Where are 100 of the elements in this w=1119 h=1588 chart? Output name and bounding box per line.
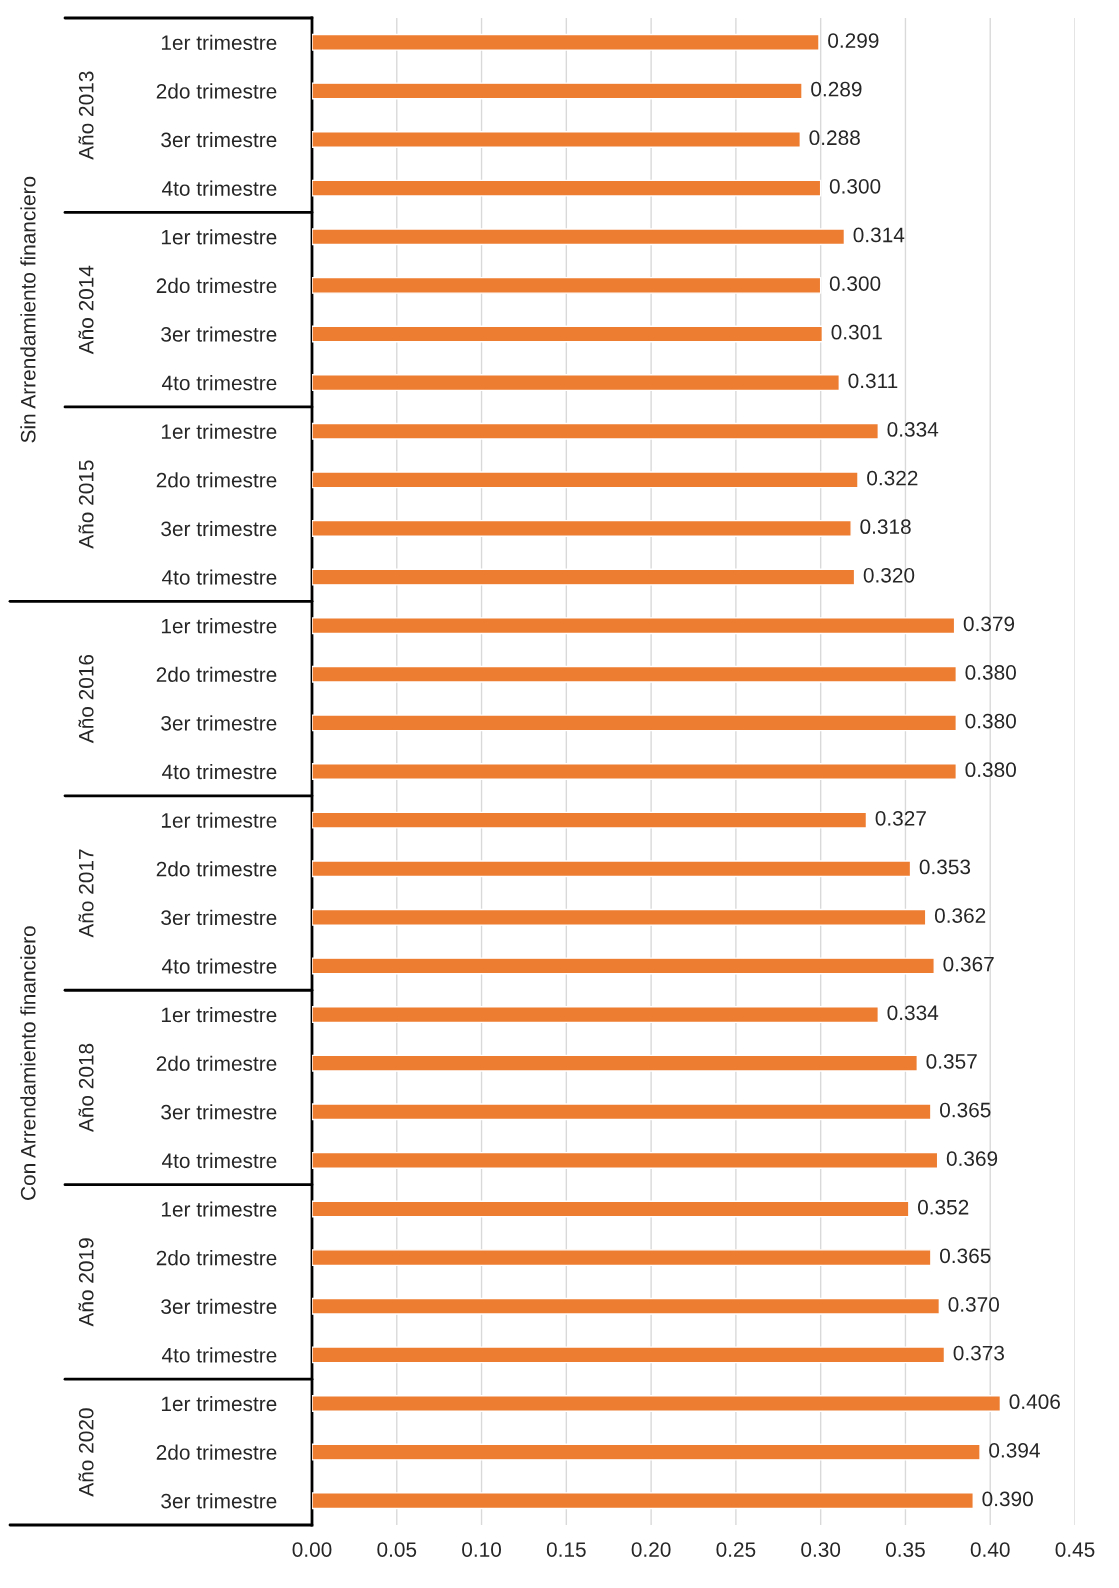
data-label: 0.299 <box>828 33 879 48</box>
data-label: 0.380 <box>965 665 1016 680</box>
y-tick-label: 3er trimestre <box>161 520 277 537</box>
text: Año 2018 <box>78 1043 94 1133</box>
data-label: 0.314 <box>853 227 905 243</box>
y-tick-label: 2do trimestre <box>156 1250 277 1266</box>
text: Año 2019 <box>78 1238 94 1327</box>
y-tick-label: 2do trimestre <box>156 861 277 877</box>
data-label: 0.406 <box>1009 1394 1060 1410</box>
data-label: 0.311 <box>848 373 898 389</box>
bar <box>312 908 927 926</box>
y-tick-label: 2do trimestre <box>156 1444 277 1460</box>
bar <box>312 568 856 586</box>
y-tick-label: 3er trimestre <box>161 715 277 731</box>
bar <box>312 1006 880 1024</box>
y-tick-label: 3er trimestre <box>161 909 277 926</box>
data-label: 0.318 <box>860 519 911 535</box>
text: Con Arrendamiento financiero <box>20 926 36 1200</box>
bar <box>312 374 841 392</box>
x-tick-label: 0.35 <box>885 1542 925 1557</box>
data-label: 0.370 <box>948 1297 1000 1312</box>
bar <box>312 179 822 197</box>
data-label: 0.365 <box>940 1248 991 1264</box>
bar <box>312 1443 981 1461</box>
y-tick-label: 1er trimestre <box>161 1395 277 1412</box>
text: Año 2014 <box>78 265 94 355</box>
y-tick-label: 4to trimestre <box>161 763 277 780</box>
y-tick-label: 1er trimestre <box>161 1007 277 1023</box>
bar <box>312 325 824 343</box>
y-tick-label: 3er trimestre <box>161 1298 277 1314</box>
data-label: 0.365 <box>940 1102 991 1118</box>
data-label: 0.334 <box>887 1005 939 1021</box>
bar <box>312 1151 939 1169</box>
bar <box>312 519 852 537</box>
text: Sin Arrendamiento financiero <box>20 176 36 443</box>
y-tick-label: 2do trimestre <box>156 83 277 99</box>
data-label: 0.300 <box>829 276 881 291</box>
data-label: 0.380 <box>965 762 1016 778</box>
y-tick-label: 3er trimestre <box>161 1493 277 1509</box>
y-tick-label: 3er trimestre <box>161 326 277 342</box>
x-tick-label: 0.20 <box>631 1542 671 1557</box>
data-label: 0.373 <box>953 1345 1004 1361</box>
bar <box>312 1394 1002 1412</box>
bar <box>312 1346 946 1364</box>
y-tick-label: 1er trimestre <box>161 34 277 51</box>
bar <box>312 1297 941 1315</box>
text: Año 2020 <box>78 1408 94 1497</box>
y-tick-label: 4to trimestre <box>161 180 277 196</box>
data-label: 0.357 <box>926 1054 977 1069</box>
data-label: 0.394 <box>989 1442 1040 1458</box>
bar <box>312 860 912 878</box>
y-tick-label: 1er trimestre <box>161 423 277 439</box>
x-tick-label: 0.30 <box>801 1542 841 1557</box>
x-tick-label: 0.25 <box>716 1542 756 1557</box>
y-tick-label: 1er trimestre <box>161 618 277 634</box>
data-label: 0.362 <box>934 908 986 923</box>
data-label: 0.300 <box>829 178 881 194</box>
y-tick-label: 2do trimestre <box>156 1055 277 1071</box>
y-tick-label: 4to trimestre <box>161 958 277 974</box>
data-label: 0.320 <box>863 567 915 583</box>
data-label: 0.289 <box>811 81 862 97</box>
x-tick-label: 0.00 <box>292 1542 332 1557</box>
bar <box>312 1249 932 1267</box>
bar <box>312 276 822 294</box>
bar <box>312 33 820 51</box>
y-tick-label: 1er trimestre <box>161 812 277 828</box>
x-tick-label: 0.05 <box>377 1542 417 1557</box>
data-label: 0.301 <box>831 324 882 340</box>
y-tick-label: 4to trimestre <box>161 1152 277 1169</box>
x-tick-label: 0.40 <box>970 1542 1010 1557</box>
bar <box>312 1200 910 1218</box>
y-tick-label: 2do trimestre <box>156 277 277 294</box>
bar <box>312 471 859 489</box>
x-tick-label: 0.45 <box>1055 1542 1095 1557</box>
text: Año 2017 <box>78 849 94 938</box>
y-tick-label: 2do trimestre <box>156 472 277 488</box>
data-label: 0.327 <box>875 810 926 826</box>
data-label: 0.390 <box>982 1491 1033 1507</box>
y-tick-label: 2do trimestre <box>156 666 277 683</box>
bar <box>312 1103 932 1121</box>
data-label: 0.288 <box>809 130 860 146</box>
bar <box>312 617 956 635</box>
bar <box>312 1492 974 1510</box>
data-label: 0.334 <box>887 422 939 437</box>
bar <box>312 82 803 100</box>
y-tick-label: 3er trimestre <box>161 131 277 148</box>
bar <box>312 422 880 440</box>
bar <box>312 131 802 149</box>
y-tick-label: 4to trimestre <box>161 375 277 391</box>
text: Año 2015 <box>78 460 94 549</box>
y-tick-label: 1er trimestre <box>161 1201 277 1217</box>
x-tick-label: 0.15 <box>546 1542 586 1557</box>
data-label: 0.353 <box>919 859 971 875</box>
x-tick-label: 0.10 <box>462 1542 502 1557</box>
text: Año 2013 <box>78 71 94 160</box>
bar <box>312 957 935 975</box>
bar <box>312 665 958 683</box>
y-tick-label: 3er trimestre <box>161 1104 277 1120</box>
y-tick-label: 4to trimestre <box>161 1347 277 1363</box>
bar <box>312 811 868 829</box>
